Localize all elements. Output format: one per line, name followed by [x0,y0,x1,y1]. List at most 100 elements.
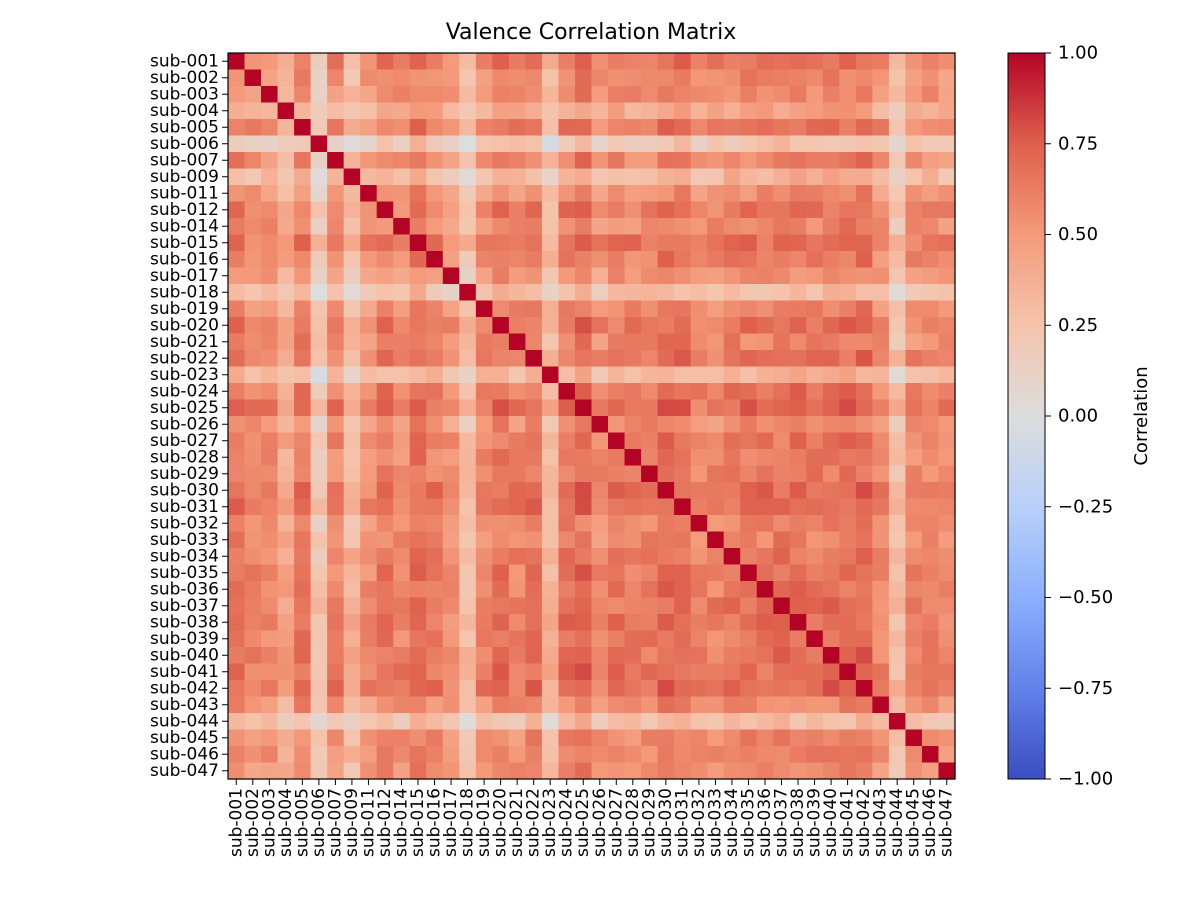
heatmap-cell [938,729,956,747]
heatmap-cell [624,432,642,450]
heatmap-cell [409,482,427,500]
heatmap-cell [459,531,477,549]
heatmap-cell [508,729,527,747]
heatmap-cell [261,465,279,483]
heatmap-cell [789,185,807,203]
heatmap-cell [624,350,642,368]
heatmap-cell [525,663,543,681]
heatmap-cell [459,564,477,582]
heatmap-cell [789,663,807,681]
heatmap-cell [641,383,659,401]
heatmap-cell [541,548,560,566]
heatmap-cell [855,432,873,450]
heatmap-cell [938,399,956,417]
heatmap-cell [310,234,328,252]
heatmap-cell [690,366,708,384]
heatmap-cell [459,218,477,236]
heatmap-cell [641,317,659,335]
heatmap-cell [459,746,477,764]
heatmap-cell [525,86,543,104]
y-tick-label: sub-017 [150,266,219,286]
heatmap-cell [723,333,741,351]
heatmap-cell [674,135,692,153]
heatmap-cell [409,614,427,632]
x-tick-label: sub-022 [524,788,544,857]
heatmap-cell [508,300,527,318]
heatmap-cell [822,713,840,731]
heatmap-cell [756,630,774,648]
heatmap-cell [475,102,493,120]
heatmap-cell [228,449,246,467]
heatmap-cell [690,531,708,549]
heatmap-cell [839,663,857,681]
heatmap-cell [574,86,593,104]
heatmap-cell [806,135,824,153]
heatmap-cell [855,564,873,582]
heatmap-cell [855,251,873,269]
heatmap-cell [921,449,940,467]
heatmap-cell [855,152,873,170]
heatmap-cell [327,416,345,434]
heatmap-cell [740,647,758,665]
heatmap-cell [360,449,378,467]
heatmap-cell [608,762,626,780]
heatmap-cell [277,564,295,582]
heatmap-cell [921,333,940,351]
heatmap-cell [608,630,626,648]
heatmap-cell [376,333,394,351]
heatmap-cell [657,152,675,170]
heatmap-cell [409,729,427,747]
heatmap-cell [525,597,543,615]
heatmap-cell [343,597,361,615]
heatmap-cell [591,680,609,698]
heatmap-cell [723,366,741,384]
heatmap-cell [657,581,675,599]
heatmap-cell [855,482,873,500]
heatmap-cell [343,531,361,549]
heatmap-cell [261,762,279,780]
heatmap-cell [343,284,361,302]
heatmap-cell [657,168,675,186]
heatmap-cell [244,762,262,780]
heatmap-cell [756,713,774,731]
heatmap-cell [674,548,692,566]
heatmap-cell [343,201,361,219]
heatmap-cell [839,284,857,302]
heatmap-cell [921,432,940,450]
heatmap-cell [277,696,295,714]
heatmap-cell [674,564,692,582]
heatmap-cell [244,234,262,252]
heatmap-cell [508,102,527,120]
heatmap-cell [822,531,840,549]
heatmap-cell [872,119,890,137]
heatmap-cell [921,69,940,87]
heatmap-cell [740,762,758,780]
heatmap-cell [492,498,510,516]
heatmap-cell [492,597,510,615]
heatmap-cell [409,69,427,87]
heatmap-cell [261,449,279,467]
heatmap-cell [591,531,609,549]
heatmap-cell [541,465,560,483]
heatmap-cell [723,531,741,549]
heatmap-cell [525,449,543,467]
x-tick-label: sub-012 [375,788,395,857]
heatmap-cell [244,614,262,632]
heatmap-cell [574,119,593,137]
heatmap-cell [773,482,791,500]
heatmap-cell [558,729,576,747]
heatmap-cell [294,218,312,236]
heatmap-cell [343,168,361,186]
heatmap-cell [442,168,460,186]
heatmap-cell [244,53,262,71]
heatmap-cell [773,663,791,681]
heatmap-cell [310,729,328,747]
heatmap-cell [905,333,923,351]
heatmap-cell [558,53,576,71]
heatmap-cell [723,201,741,219]
heatmap-cell [789,647,807,665]
heatmap-cell [459,597,477,615]
heatmap-cell [921,218,940,236]
heatmap-cell [541,564,560,582]
heatmap-cell [806,465,824,483]
